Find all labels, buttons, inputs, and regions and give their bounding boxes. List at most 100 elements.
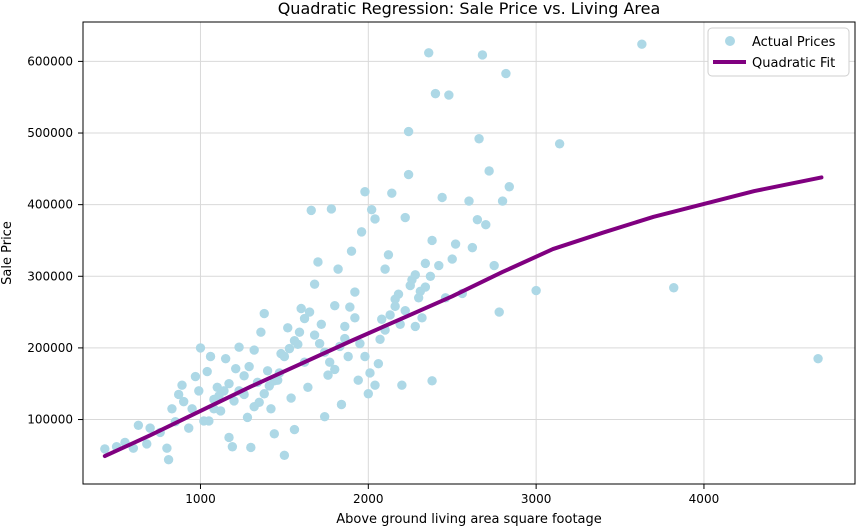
scatter-point bbox=[350, 313, 360, 323]
scatter-point bbox=[259, 308, 269, 319]
legend-label-actual-prices: Actual Prices bbox=[752, 35, 836, 50]
legend: Actual Prices Quadratic Fit bbox=[707, 27, 850, 77]
x-tick-label: 3000 bbox=[521, 492, 552, 506]
scatter-point bbox=[447, 254, 457, 264]
y-tick-label: 200000 bbox=[27, 341, 73, 355]
scatter-point bbox=[220, 353, 231, 364]
scatter-point bbox=[299, 313, 310, 324]
scatter-point bbox=[309, 330, 320, 340]
quadratic-fit-line bbox=[102, 175, 824, 459]
scatter-point bbox=[346, 246, 357, 256]
scatter-point bbox=[309, 279, 320, 289]
scatter-point bbox=[813, 353, 823, 364]
x-tick-label: 2000 bbox=[353, 492, 384, 506]
scatter-point bbox=[417, 313, 427, 323]
scatter-point bbox=[427, 235, 437, 246]
scatter-point bbox=[316, 319, 327, 329]
scatter-point bbox=[355, 338, 365, 349]
scatter-point bbox=[313, 257, 323, 267]
y-tick-label: 300000 bbox=[27, 269, 73, 283]
scatter-point bbox=[420, 258, 431, 269]
scatter-point bbox=[204, 416, 214, 426]
scatter-point bbox=[366, 204, 377, 215]
scatter-point bbox=[242, 412, 253, 423]
y-tick-label: 500000 bbox=[27, 126, 73, 140]
scatter-point bbox=[385, 310, 395, 320]
scatter-point bbox=[370, 214, 380, 224]
x-tick-label: 4000 bbox=[689, 492, 720, 506]
scatter-point bbox=[227, 442, 238, 452]
scatter-point bbox=[202, 366, 212, 377]
scatter-point bbox=[345, 302, 355, 312]
scatter-point bbox=[383, 250, 394, 260]
scatter-point bbox=[173, 389, 184, 400]
scatter-point bbox=[205, 351, 216, 362]
scatter-point bbox=[427, 376, 437, 386]
scatter-point bbox=[229, 396, 239, 406]
scatter-point bbox=[283, 323, 293, 333]
scatter-point bbox=[390, 294, 400, 304]
scatter-point bbox=[142, 439, 152, 449]
scatter-point bbox=[259, 389, 269, 399]
scatter-point bbox=[350, 287, 360, 297]
scatter-point bbox=[219, 386, 229, 396]
scatter-point bbox=[377, 314, 387, 324]
scatter-point bbox=[279, 351, 290, 362]
scatter-point bbox=[336, 399, 347, 410]
scatter-point bbox=[489, 260, 499, 271]
scatter-point bbox=[474, 134, 484, 144]
scatter-point bbox=[410, 270, 420, 280]
scatter-point bbox=[246, 442, 256, 453]
scatter-point bbox=[266, 404, 276, 414]
scatter-point bbox=[304, 307, 315, 317]
scatter-point bbox=[363, 389, 374, 399]
scatter-point bbox=[420, 282, 431, 292]
scatter-point bbox=[296, 303, 306, 314]
scatter-point bbox=[637, 39, 647, 49]
legend-scatter-marker bbox=[725, 36, 735, 46]
scatter-point bbox=[437, 192, 447, 203]
scatter-point bbox=[380, 264, 390, 274]
scatter-point bbox=[669, 283, 679, 293]
scatter-point bbox=[234, 342, 244, 352]
plot-area bbox=[82, 21, 856, 485]
y-tick-label: 400000 bbox=[27, 198, 73, 212]
scatter-point bbox=[239, 371, 249, 381]
scatter-point bbox=[444, 90, 454, 100]
scatter-point bbox=[343, 351, 353, 362]
scatter-point bbox=[373, 358, 384, 369]
scatter-point bbox=[400, 305, 410, 316]
legend-label-quadratic-fit: Quadratic Fit bbox=[752, 56, 835, 71]
scatter-point bbox=[244, 361, 254, 372]
scatter-point bbox=[531, 285, 541, 296]
ticks: 1000 2000 3000 4000 100000 200000 300000 400000… bbox=[27, 54, 719, 506]
scatter-point bbox=[279, 450, 290, 461]
scatter-point bbox=[425, 271, 436, 281]
scatter-point bbox=[177, 380, 187, 390]
scatter-point bbox=[450, 239, 461, 249]
scatter-point bbox=[333, 264, 343, 274]
scatter-point bbox=[390, 301, 400, 312]
scatter-point bbox=[224, 379, 234, 389]
scatter-point bbox=[163, 454, 174, 465]
scatter-point bbox=[303, 382, 313, 393]
scatter-point bbox=[145, 423, 155, 433]
scatter-point bbox=[194, 386, 204, 396]
scatter-point bbox=[323, 370, 333, 380]
scatter-point bbox=[249, 345, 259, 355]
scatter-point bbox=[195, 343, 206, 353]
scatter-point bbox=[325, 357, 335, 367]
scatter-point bbox=[464, 196, 474, 206]
scatter-point bbox=[504, 182, 514, 192]
scatter-point bbox=[410, 321, 420, 332]
scatter-point bbox=[330, 364, 340, 375]
scatter-point bbox=[497, 196, 508, 206]
scatter-point bbox=[269, 429, 280, 439]
scatter-point bbox=[370, 380, 380, 390]
scatter-point bbox=[397, 380, 407, 390]
scatter-point bbox=[187, 404, 197, 414]
scatter-point bbox=[375, 334, 385, 345]
scatter-point bbox=[178, 396, 189, 407]
scatter-point bbox=[365, 368, 375, 378]
y-tick-label: 600000 bbox=[27, 54, 73, 68]
